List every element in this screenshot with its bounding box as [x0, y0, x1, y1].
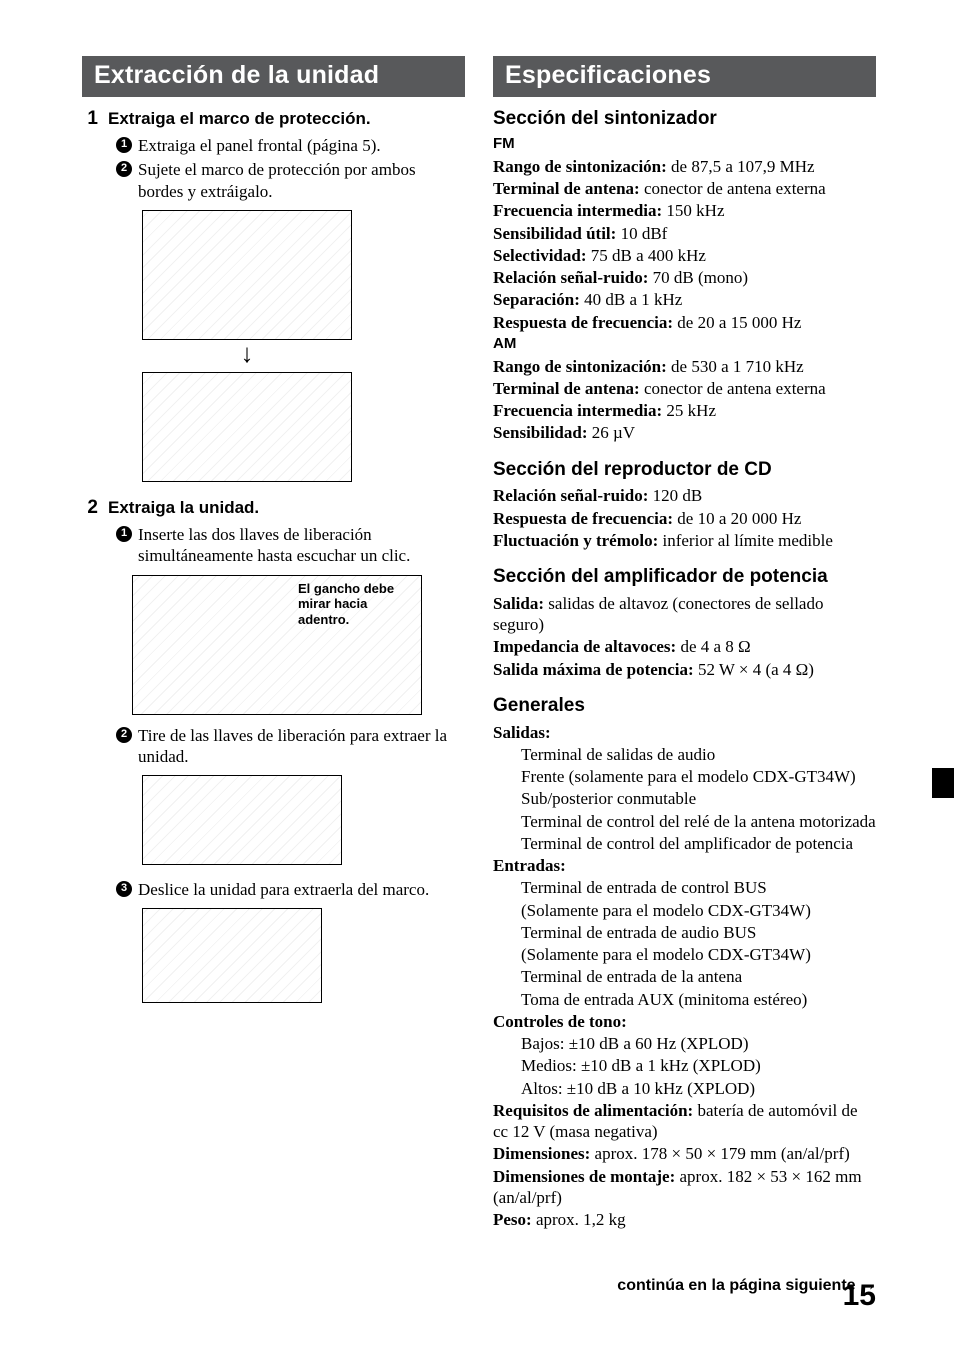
am-label: AM: [493, 335, 876, 354]
list-item: Terminal de entrada de audio BUS: [521, 922, 876, 943]
figure-slide-unit: [142, 908, 322, 1003]
spec-line: Relación señal-ruido: 70 dB (mono): [493, 267, 876, 288]
salidas-label: Salidas:: [493, 722, 876, 743]
spec-line: Dimensiones: aprox. 178 × 50 × 179 mm (a…: [493, 1143, 876, 1164]
spec-line: Rango de sintonización: de 87,5 a 107,9 …: [493, 156, 876, 177]
spec-line: Frecuencia intermedia: 150 kHz: [493, 200, 876, 221]
list-item: Sub/posterior conmutable: [521, 788, 876, 809]
spec-cd-title: Sección del reproductor de CD: [493, 458, 876, 482]
step-2-sub-2: 2 Tire de las llaves de liberación para …: [116, 725, 465, 768]
step-1-sub-2-text: Sujete el marco de protección por ambos …: [138, 159, 465, 202]
step-2-title: Extraiga la unidad.: [108, 497, 259, 518]
spec-line: Frecuencia intermedia: 25 kHz: [493, 400, 876, 421]
down-arrow-icon: ↓: [142, 338, 352, 371]
list-item: Terminal de entrada de control BUS: [521, 877, 876, 898]
spec-line: Salida máxima de potencia: 52 W × 4 (a 4…: [493, 659, 876, 680]
figure-frame-removal-1: [142, 210, 352, 340]
entradas-list: Terminal de entrada de control BUS (Sola…: [493, 877, 876, 1010]
spec-line: Dimensiones de montaje: aprox. 182 × 53 …: [493, 1166, 876, 1209]
cd-specs: Relación señal-ruido: 120 dB Respuesta d…: [493, 485, 876, 551]
step-1-title: Extraiga el marco de protección.: [108, 108, 371, 129]
step-2-number: 2: [82, 496, 98, 520]
tono-list: Bajos: ±10 dB a 60 Hz (XPLOD) Medios: ±1…: [493, 1033, 876, 1099]
right-column: Especificaciones Sección del sintonizado…: [493, 56, 876, 1296]
step-1-sub-2: 2 Sujete el marco de protección por ambo…: [116, 159, 465, 202]
step-1-sub-1: 1 Extraiga el panel frontal (página 5).: [116, 135, 465, 156]
spec-line: Impedancia de altavoces: de 4 a 8 Ω: [493, 636, 876, 657]
spec-line: Relación señal-ruido: 120 dB: [493, 485, 876, 506]
circled-1-icon: 1: [116, 137, 132, 153]
circled-1-icon: 1: [116, 526, 132, 542]
circled-2-icon: 2: [116, 727, 132, 743]
spec-line: Selectividad: 75 dB a 400 kHz: [493, 245, 876, 266]
spec-general-title: Generales: [493, 694, 876, 718]
circled-2-icon: 2: [116, 161, 132, 177]
salidas-list: Terminal de salidas de audio Frente (sol…: [493, 744, 876, 854]
step-2-row: 2 Extraiga la unidad.: [82, 496, 465, 520]
spec-line: Respuesta de frecuencia: de 10 a 20 000 …: [493, 508, 876, 529]
list-item: Bajos: ±10 dB a 60 Hz (XPLOD): [521, 1033, 876, 1054]
page-number: 15: [843, 1277, 876, 1315]
figure-release-keys-wrap: El gancho debe mirar hacia adentro.: [132, 575, 422, 715]
list-item: Medios: ±10 dB a 1 kHz (XPLOD): [521, 1055, 876, 1076]
figure-pull-keys: [142, 775, 342, 865]
figure-frame-removal-2: [142, 372, 352, 482]
spec-line: Fluctuación y trémolo: inferior al límit…: [493, 530, 876, 551]
list-item: Altos: ±10 dB a 10 kHz (XPLOD): [521, 1078, 876, 1099]
entradas-label: Entradas:: [493, 855, 876, 876]
spec-line: Peso: aprox. 1,2 kg: [493, 1209, 876, 1230]
right-heading-bar: Especificaciones: [493, 56, 876, 97]
left-heading-bar: Extracción de la unidad: [82, 56, 465, 97]
step-2-sub-1-text: Inserte las dos llaves de liberación sim…: [138, 524, 465, 567]
continue-next-page: continúa en la página siguiente →: [493, 1276, 876, 1296]
spec-line: Rango de sintonización: de 530 a 1 710 k…: [493, 356, 876, 377]
spec-line: Respuesta de frecuencia: de 20 a 15 000 …: [493, 312, 876, 333]
list-item: Terminal de control del relé de la anten…: [521, 811, 876, 832]
spec-line: Terminal de antena: conector de antena e…: [493, 378, 876, 399]
list-item: Toma de entrada AUX (minitoma estéreo): [521, 989, 876, 1010]
spec-line: Separación: 40 dB a 1 kHz: [493, 289, 876, 310]
fm-label: FM: [493, 135, 876, 154]
step-2-sub-2-text: Tire de las llaves de liberación para ex…: [138, 725, 465, 768]
spec-amp-title: Sección del amplificador de potencia: [493, 565, 876, 589]
tono-label: Controles de tono:: [493, 1011, 876, 1032]
circled-3-icon: 3: [116, 881, 132, 897]
step-1-row: 1 Extraiga el marco de protección.: [82, 107, 465, 131]
left-column: Extracción de la unidad 1 Extraiga el ma…: [82, 56, 465, 1296]
two-column-layout: Extracción de la unidad 1 Extraiga el ma…: [82, 56, 876, 1296]
am-specs: Rango de sintonización: de 530 a 1 710 k…: [493, 356, 876, 444]
step-1-sub-1-text: Extraiga el panel frontal (página 5).: [138, 135, 465, 156]
step-2-sub-1: 1 Inserte las dos llaves de liberación s…: [116, 524, 465, 567]
list-item: (Solamente para el modelo CDX-GT34W): [521, 900, 876, 921]
spec-line: Salida: salidas de altavoz (conectores d…: [493, 593, 876, 636]
figure-caption-hook: El gancho debe mirar hacia adentro.: [298, 581, 416, 628]
spec-line: Terminal de antena: conector de antena e…: [493, 178, 876, 199]
side-tab: [932, 768, 954, 798]
list-item: (Solamente para el modelo CDX-GT34W): [521, 944, 876, 965]
step-1-number: 1: [82, 107, 98, 131]
spec-tuner-title: Sección del sintonizador: [493, 107, 876, 131]
list-item: Terminal de control del amplificador de …: [521, 833, 876, 854]
list-item: Terminal de salidas de audio: [521, 744, 876, 765]
spec-line: Sensibilidad: 26 µV: [493, 422, 876, 443]
list-item: Terminal de entrada de la antena: [521, 966, 876, 987]
fm-specs: Rango de sintonización: de 87,5 a 107,9 …: [493, 156, 876, 333]
step-2-sub-3-text: Deslice la unidad para extraerla del mar…: [138, 879, 465, 900]
spec-line: Requisitos de alimentación: batería de a…: [493, 1100, 876, 1143]
step-2-sub-3: 3 Deslice la unidad para extraerla del m…: [116, 879, 465, 900]
spec-line: Sensibilidad útil: 10 dBf: [493, 223, 876, 244]
list-item: Frente (solamente para el modelo CDX-GT3…: [521, 766, 876, 787]
